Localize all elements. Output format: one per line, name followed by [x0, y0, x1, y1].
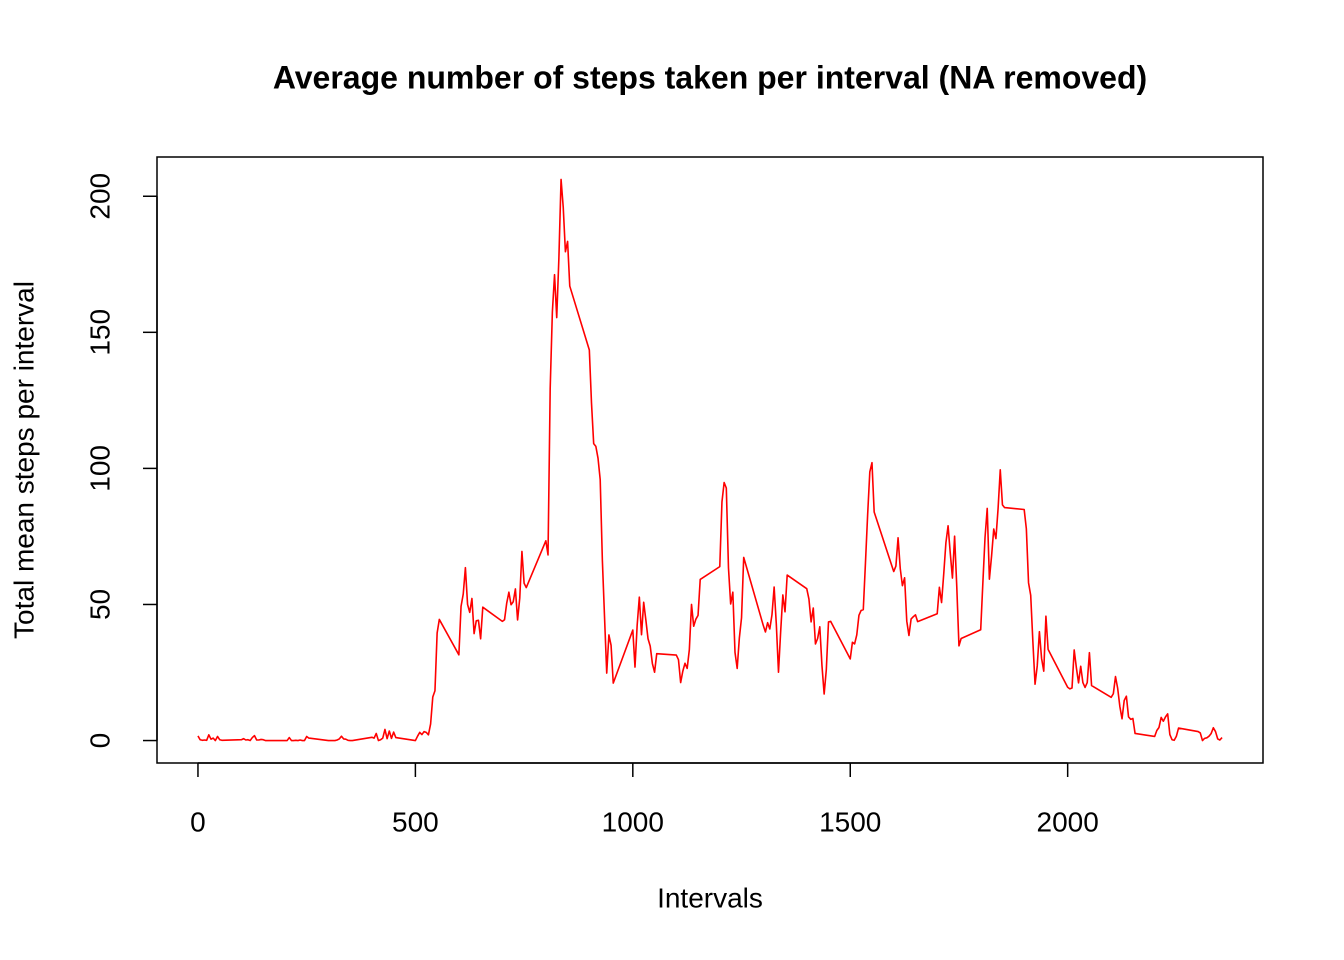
- y-tick-label: 0: [84, 733, 115, 749]
- x-tick-label: 1500: [819, 806, 881, 837]
- y-tick-label: 200: [84, 173, 115, 220]
- y-tick-label: 150: [84, 309, 115, 356]
- y-axis-label: Total mean steps per interval: [8, 281, 39, 639]
- x-tick-label: 0: [190, 806, 206, 837]
- x-tick-label: 1000: [602, 806, 664, 837]
- x-axis-label: Intervals: [657, 882, 763, 913]
- data-line: [197, 178, 1223, 742]
- y-tick-label: 50: [84, 589, 115, 620]
- x-tick-label: 2000: [1037, 806, 1099, 837]
- plot-frame: [156, 156, 1264, 764]
- y-tick-label: 100: [84, 445, 115, 492]
- x-tick-label: 500: [392, 806, 439, 837]
- chart-title: Average number of steps taken per interv…: [273, 59, 1147, 95]
